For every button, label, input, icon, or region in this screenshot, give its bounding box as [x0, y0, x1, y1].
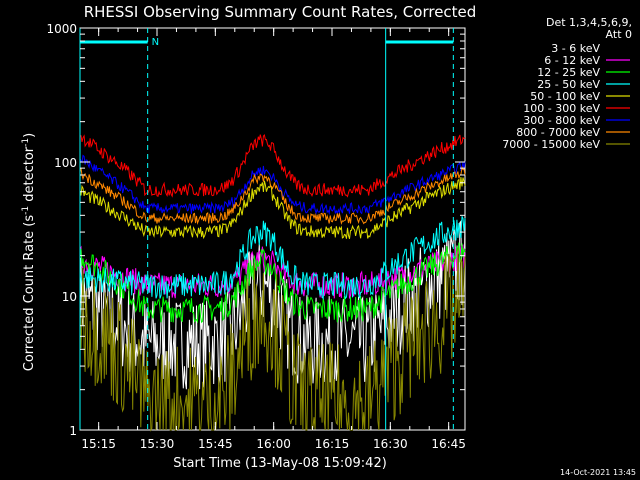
series-line-6 [79, 154, 466, 216]
y-axis-label: Corrected Count Rate (s-1 detector-1) [21, 133, 37, 371]
y-tick-label-2: 100 [54, 156, 77, 170]
legend-label-5: 100 - 300 keV [523, 102, 600, 115]
plot-area: N 1 10 100 1000 15:15 15:30 15:45 16:00 16:15 16:3… [46, 22, 466, 451]
y-tick-label-3: 1000 [46, 22, 77, 36]
series-line-3 [79, 216, 466, 301]
legend-label-2: 12 - 25 keV [537, 66, 600, 79]
series-line-7 [79, 165, 466, 225]
x-tick-label-6: 16:45 [431, 437, 466, 451]
legend-label-4: 50 - 100 keV [530, 90, 600, 103]
legend-label-0: 3 - 6 keV [551, 42, 600, 55]
legend-header-line-1: Det 1,3,4,5,6,9, [546, 16, 632, 29]
y-tick-label-0: 1 [69, 424, 77, 438]
y-tick-label-1: 10 [62, 290, 77, 304]
series-line-2 [79, 242, 466, 324]
legend-header-line-2: Att 0 [606, 28, 632, 41]
x-tick-label-3: 16:00 [256, 437, 291, 451]
legend-label-7: 800 - 7000 keV [516, 126, 600, 139]
series-line-4 [79, 177, 466, 240]
legend-label-8: 7000 - 15000 keV [502, 138, 600, 151]
x-tick-label-4: 16:15 [315, 437, 350, 451]
x-tick-label-0: 15:15 [81, 437, 116, 451]
legend-label-6: 300 - 800 keV [523, 114, 600, 127]
series-line-0 [79, 219, 466, 390]
legend-label-3: 25 - 50 keV [537, 78, 600, 91]
chart-title: RHESSI Observing Summary Count Rates, Co… [84, 3, 477, 21]
x-tick-label-1: 15:30 [140, 437, 175, 451]
x-tick-label-2: 15:45 [198, 437, 233, 451]
legend-label-1: 6 - 12 keV [544, 54, 600, 67]
series-line-8 [79, 247, 466, 432]
x-tick-label-5: 16:30 [373, 437, 408, 451]
x-axis-label: Start Time (13-May-08 15:09:42) [173, 456, 387, 471]
night-marker: N [152, 37, 159, 48]
series-line-5 [80, 133, 466, 198]
footer-date: 14-Oct-2021 13:45 [560, 468, 636, 477]
